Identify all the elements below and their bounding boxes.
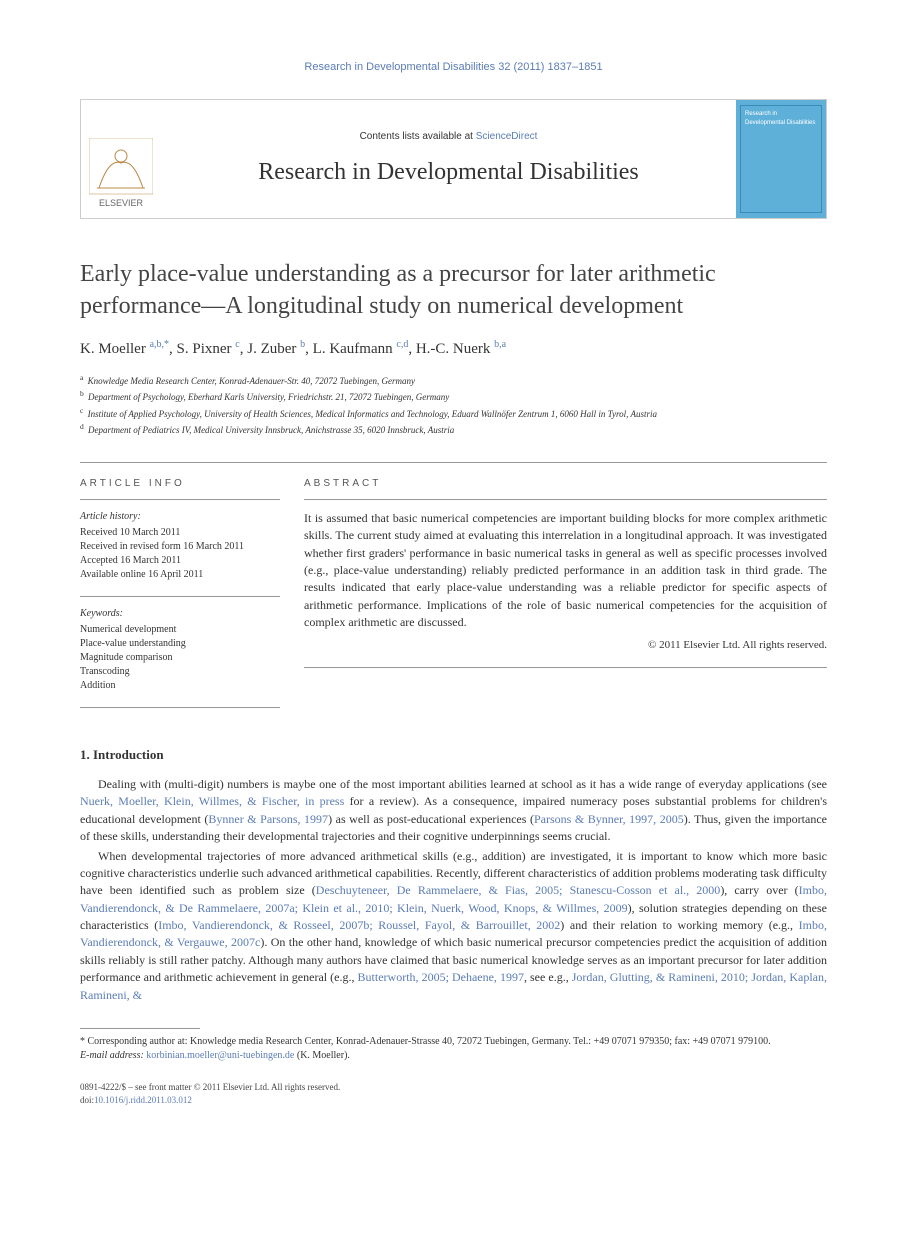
contents-available-line: Contents lists available at ScienceDirec… bbox=[360, 130, 538, 144]
keyword: Magnitude comparison bbox=[80, 651, 280, 665]
citation-link[interactable]: Butterworth, 2005; Dehaene, 1997 bbox=[358, 970, 524, 984]
email-footnote: E-mail address: korbinian.moeller@uni-tu… bbox=[80, 1049, 827, 1063]
affiliation: c Institute of Applied Psychology, Unive… bbox=[80, 405, 827, 422]
body-paragraph: When developmental trajectories of more … bbox=[80, 848, 827, 1005]
running-head: Research in Developmental Disabilities 3… bbox=[80, 60, 827, 75]
affiliation: b Department of Psychology, Eberhard Kar… bbox=[80, 388, 827, 405]
journal-name: Research in Developmental Disabilities bbox=[258, 156, 639, 190]
email-link[interactable]: korbinian.moeller@uni-tuebingen.de bbox=[146, 1050, 294, 1061]
email-suffix: (K. Moeller). bbox=[294, 1050, 350, 1061]
keywords-block: Keywords: Numerical development Place-va… bbox=[80, 607, 280, 693]
journal-banner: ELSEVIER Contents lists available at Sci… bbox=[80, 99, 827, 219]
info-abstract-row: ARTICLE INFO Article history: Received 1… bbox=[80, 462, 827, 718]
author: K. Moeller a,b,* bbox=[80, 341, 169, 357]
history-head: Article history: bbox=[80, 510, 280, 524]
authors-line: K. Moeller a,b,*, S. Pixner c, J. Zuber … bbox=[80, 338, 827, 360]
author: S. Pixner c bbox=[177, 341, 240, 357]
page: Research in Developmental Disabilities 3… bbox=[0, 0, 907, 1146]
history-line: Received in revised form 16 March 2011 bbox=[80, 540, 280, 554]
doi-line: doi:10.1016/j.ridd.2011.03.012 bbox=[80, 1094, 827, 1107]
keywords-head: Keywords: bbox=[80, 607, 280, 621]
text-run: Dealing with (multi-digit) numbers is ma… bbox=[98, 777, 827, 791]
elsevier-logo: ELSEVIER bbox=[89, 138, 153, 210]
keyword: Addition bbox=[80, 679, 280, 693]
author-aff-sup: a,b,* bbox=[150, 339, 169, 350]
doi-label: doi: bbox=[80, 1095, 94, 1105]
author: L. Kaufmann c,d bbox=[313, 341, 409, 357]
body-paragraph: Dealing with (multi-digit) numbers is ma… bbox=[80, 776, 827, 846]
citation-link[interactable]: Bynner & Parsons, 1997 bbox=[208, 812, 328, 826]
text-run: ) and their relation to working memory (… bbox=[560, 918, 798, 932]
publisher-logo-cell: ELSEVIER bbox=[81, 100, 161, 218]
corr-text: Corresponding author at: Knowledge media… bbox=[85, 1036, 771, 1047]
history-line: Available online 16 April 2011 bbox=[80, 568, 280, 582]
text-run: ), carry over ( bbox=[720, 883, 798, 897]
footnote-rule bbox=[80, 1028, 200, 1029]
author-aff-sup: c,d bbox=[396, 339, 408, 350]
divider bbox=[80, 596, 280, 597]
affiliation: a Knowledge Media Research Center, Konra… bbox=[80, 372, 827, 389]
abstract-col: ABSTRACT It is assumed that basic numeri… bbox=[304, 477, 827, 718]
citation-link[interactable]: Nuerk, Moeller, Klein, Willmes, & Fische… bbox=[80, 794, 344, 808]
divider bbox=[304, 667, 827, 668]
abstract-text: It is assumed that basic numerical compe… bbox=[304, 510, 827, 632]
text-run: ) as well as post-educational experience… bbox=[328, 812, 534, 826]
author-aff-sup: c bbox=[235, 339, 239, 350]
author-aff-sup: b bbox=[300, 339, 305, 350]
history-line: Accepted 16 March 2011 bbox=[80, 554, 280, 568]
article-title: Early place-value understanding as a pre… bbox=[80, 259, 827, 321]
corresponding-author-footnote: * Corresponding author at: Knowledge med… bbox=[80, 1035, 827, 1049]
sciencedirect-link[interactable]: ScienceDirect bbox=[476, 131, 538, 142]
article-info-label: ARTICLE INFO bbox=[80, 477, 280, 500]
issn-line: 0891-4222/$ – see front matter © 2011 El… bbox=[80, 1081, 827, 1094]
affiliations: a Knowledge Media Research Center, Konra… bbox=[80, 372, 827, 438]
banner-center: Contents lists available at ScienceDirec… bbox=[161, 100, 736, 218]
author-name: S. Pixner bbox=[177, 341, 232, 357]
keyword: Place-value understanding bbox=[80, 637, 280, 651]
author-name: H.-C. Nuerk bbox=[416, 341, 491, 357]
footer-block: 0891-4222/$ – see front matter © 2011 El… bbox=[80, 1081, 827, 1106]
keyword: Numerical development bbox=[80, 623, 280, 637]
author: J. Zuber b bbox=[247, 341, 305, 357]
history-block: Article history: Received 10 March 2011 … bbox=[80, 510, 280, 582]
text-run: , see e.g., bbox=[524, 970, 572, 984]
contents-prefix: Contents lists available at bbox=[360, 131, 476, 142]
keyword: Transcoding bbox=[80, 665, 280, 679]
author: H.-C. Nuerk b,a bbox=[416, 341, 506, 357]
citation-link[interactable]: Parsons & Bynner, 1997, 2005 bbox=[534, 812, 684, 826]
abstract-label: ABSTRACT bbox=[304, 477, 827, 500]
cover-thumb-title: Research in Developmental Disabilities bbox=[741, 106, 821, 131]
section-heading-intro: 1. Introduction bbox=[80, 746, 827, 764]
email-label: E-mail address: bbox=[80, 1050, 146, 1061]
author-aff-sup: b,a bbox=[494, 339, 506, 350]
author-name: J. Zuber bbox=[247, 341, 296, 357]
affiliation: d Department of Pediatrics IV, Medical U… bbox=[80, 421, 827, 438]
citation-link[interactable]: Imbo, Vandierendonck, & Rosseel, 2007b; … bbox=[158, 918, 560, 932]
citation-link[interactable]: Deschuyteneer, De Rammelaere, & Fias, 20… bbox=[316, 883, 721, 897]
cover-thumb-cell: Research in Developmental Disabilities bbox=[736, 100, 826, 218]
divider bbox=[80, 707, 280, 708]
article-info-col: ARTICLE INFO Article history: Received 1… bbox=[80, 477, 280, 718]
author-name: K. Moeller bbox=[80, 341, 146, 357]
history-line: Received 10 March 2011 bbox=[80, 526, 280, 540]
svg-text:ELSEVIER: ELSEVIER bbox=[99, 198, 144, 208]
author-name: L. Kaufmann bbox=[313, 341, 393, 357]
doi-link[interactable]: 10.1016/j.ridd.2011.03.012 bbox=[94, 1095, 192, 1105]
abstract-copyright: © 2011 Elsevier Ltd. All rights reserved… bbox=[304, 638, 827, 653]
journal-cover-thumb: Research in Developmental Disabilities bbox=[740, 105, 822, 213]
